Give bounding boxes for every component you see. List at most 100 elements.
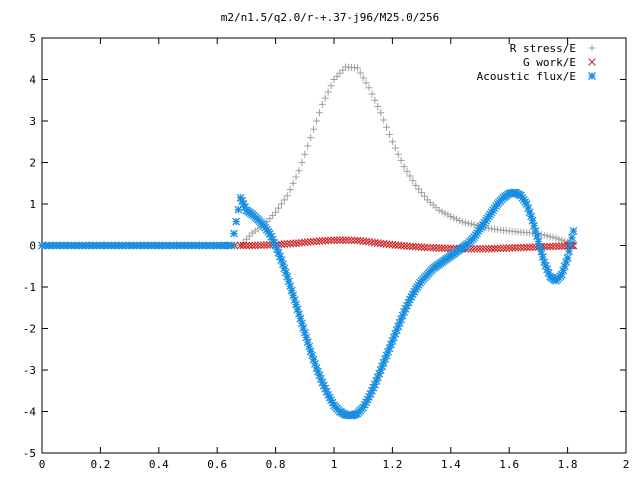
data-point	[534, 237, 543, 246]
x-tick-label: 0	[39, 458, 46, 471]
data-point	[411, 242, 420, 251]
y-tick-label: 1	[29, 198, 36, 211]
data-point	[187, 241, 196, 250]
data-point	[315, 237, 324, 245]
data-point	[378, 362, 387, 371]
data-point	[335, 236, 344, 244]
data-point	[385, 130, 393, 138]
data-point	[74, 241, 83, 250]
data-point	[388, 138, 396, 146]
data-point	[257, 241, 265, 250]
data-point	[89, 241, 98, 250]
data-point	[409, 177, 417, 185]
data-point	[325, 393, 334, 402]
data-point	[537, 247, 546, 256]
data-point	[318, 237, 327, 245]
x-tick-label: 1	[331, 458, 338, 471]
data-point	[327, 396, 336, 405]
data-point	[493, 244, 502, 253]
x-tick-label: 0.8	[266, 458, 286, 471]
x-tick-label: 1.6	[499, 458, 519, 471]
x-tick-label: 1.4	[441, 458, 461, 471]
data-point	[289, 239, 297, 248]
data-point	[525, 208, 534, 217]
data-point	[414, 243, 423, 251]
data-point	[107, 241, 116, 250]
data-point	[287, 286, 296, 295]
y-tick-label: 3	[29, 115, 36, 128]
data-point	[242, 241, 251, 250]
data-point	[394, 322, 403, 331]
data-point	[290, 296, 299, 304]
data-point	[232, 217, 241, 226]
data-point	[239, 200, 248, 208]
data-point	[292, 300, 300, 309]
data-point	[286, 282, 295, 290]
data-point	[473, 244, 481, 253]
data-point	[372, 376, 381, 385]
data-point	[205, 241, 214, 250]
data-point	[301, 150, 309, 158]
data-point	[274, 248, 283, 257]
data-point	[479, 244, 487, 253]
data-point	[502, 244, 511, 252]
data-point	[52, 241, 61, 250]
data-point	[324, 236, 333, 245]
series-3	[38, 188, 578, 420]
data-point	[327, 82, 335, 90]
data-point	[245, 232, 253, 240]
data-point	[408, 242, 417, 251]
data-point	[56, 241, 65, 250]
data-point	[388, 336, 397, 345]
data-point	[96, 241, 105, 250]
data-point	[365, 393, 373, 401]
data-point	[511, 243, 519, 252]
data-point	[276, 252, 284, 261]
data-point	[333, 72, 341, 80]
data-point	[283, 272, 292, 281]
data-point	[305, 342, 314, 351]
data-point	[245, 241, 254, 250]
data-point	[202, 241, 211, 250]
data-point	[191, 241, 200, 250]
data-point	[180, 241, 189, 250]
data-point	[266, 215, 274, 223]
data-point	[366, 389, 375, 398]
legend-label: R stress/E	[510, 42, 576, 55]
data-point	[374, 102, 382, 110]
data-point	[441, 244, 449, 253]
data-point	[487, 244, 496, 253]
data-point	[213, 241, 222, 250]
y-tick-label: 4	[29, 74, 36, 87]
data-point	[557, 270, 566, 279]
data-point	[147, 241, 156, 250]
data-point	[100, 241, 109, 250]
data-point	[173, 241, 182, 250]
data-point	[234, 205, 243, 214]
data-point	[281, 268, 290, 277]
data-point	[408, 290, 417, 299]
data-point	[169, 241, 178, 250]
data-point	[299, 324, 308, 332]
data-point	[532, 232, 541, 241]
data-point	[151, 241, 160, 250]
data-point	[132, 241, 141, 250]
data-point	[554, 242, 563, 251]
data-point	[306, 347, 315, 356]
data-point	[283, 192, 291, 200]
data-point	[565, 247, 574, 256]
data-point	[386, 340, 395, 349]
data-point	[300, 328, 309, 337]
data-point	[444, 211, 452, 219]
data-point	[365, 84, 373, 92]
data-point	[194, 241, 203, 250]
data-point	[403, 301, 411, 310]
data-point	[447, 212, 455, 220]
data-point	[330, 236, 338, 244]
data-point	[405, 295, 414, 304]
data-point	[227, 241, 236, 250]
data-point	[368, 90, 376, 98]
data-point	[517, 243, 525, 252]
data-point	[391, 329, 400, 338]
data-point	[392, 326, 401, 335]
